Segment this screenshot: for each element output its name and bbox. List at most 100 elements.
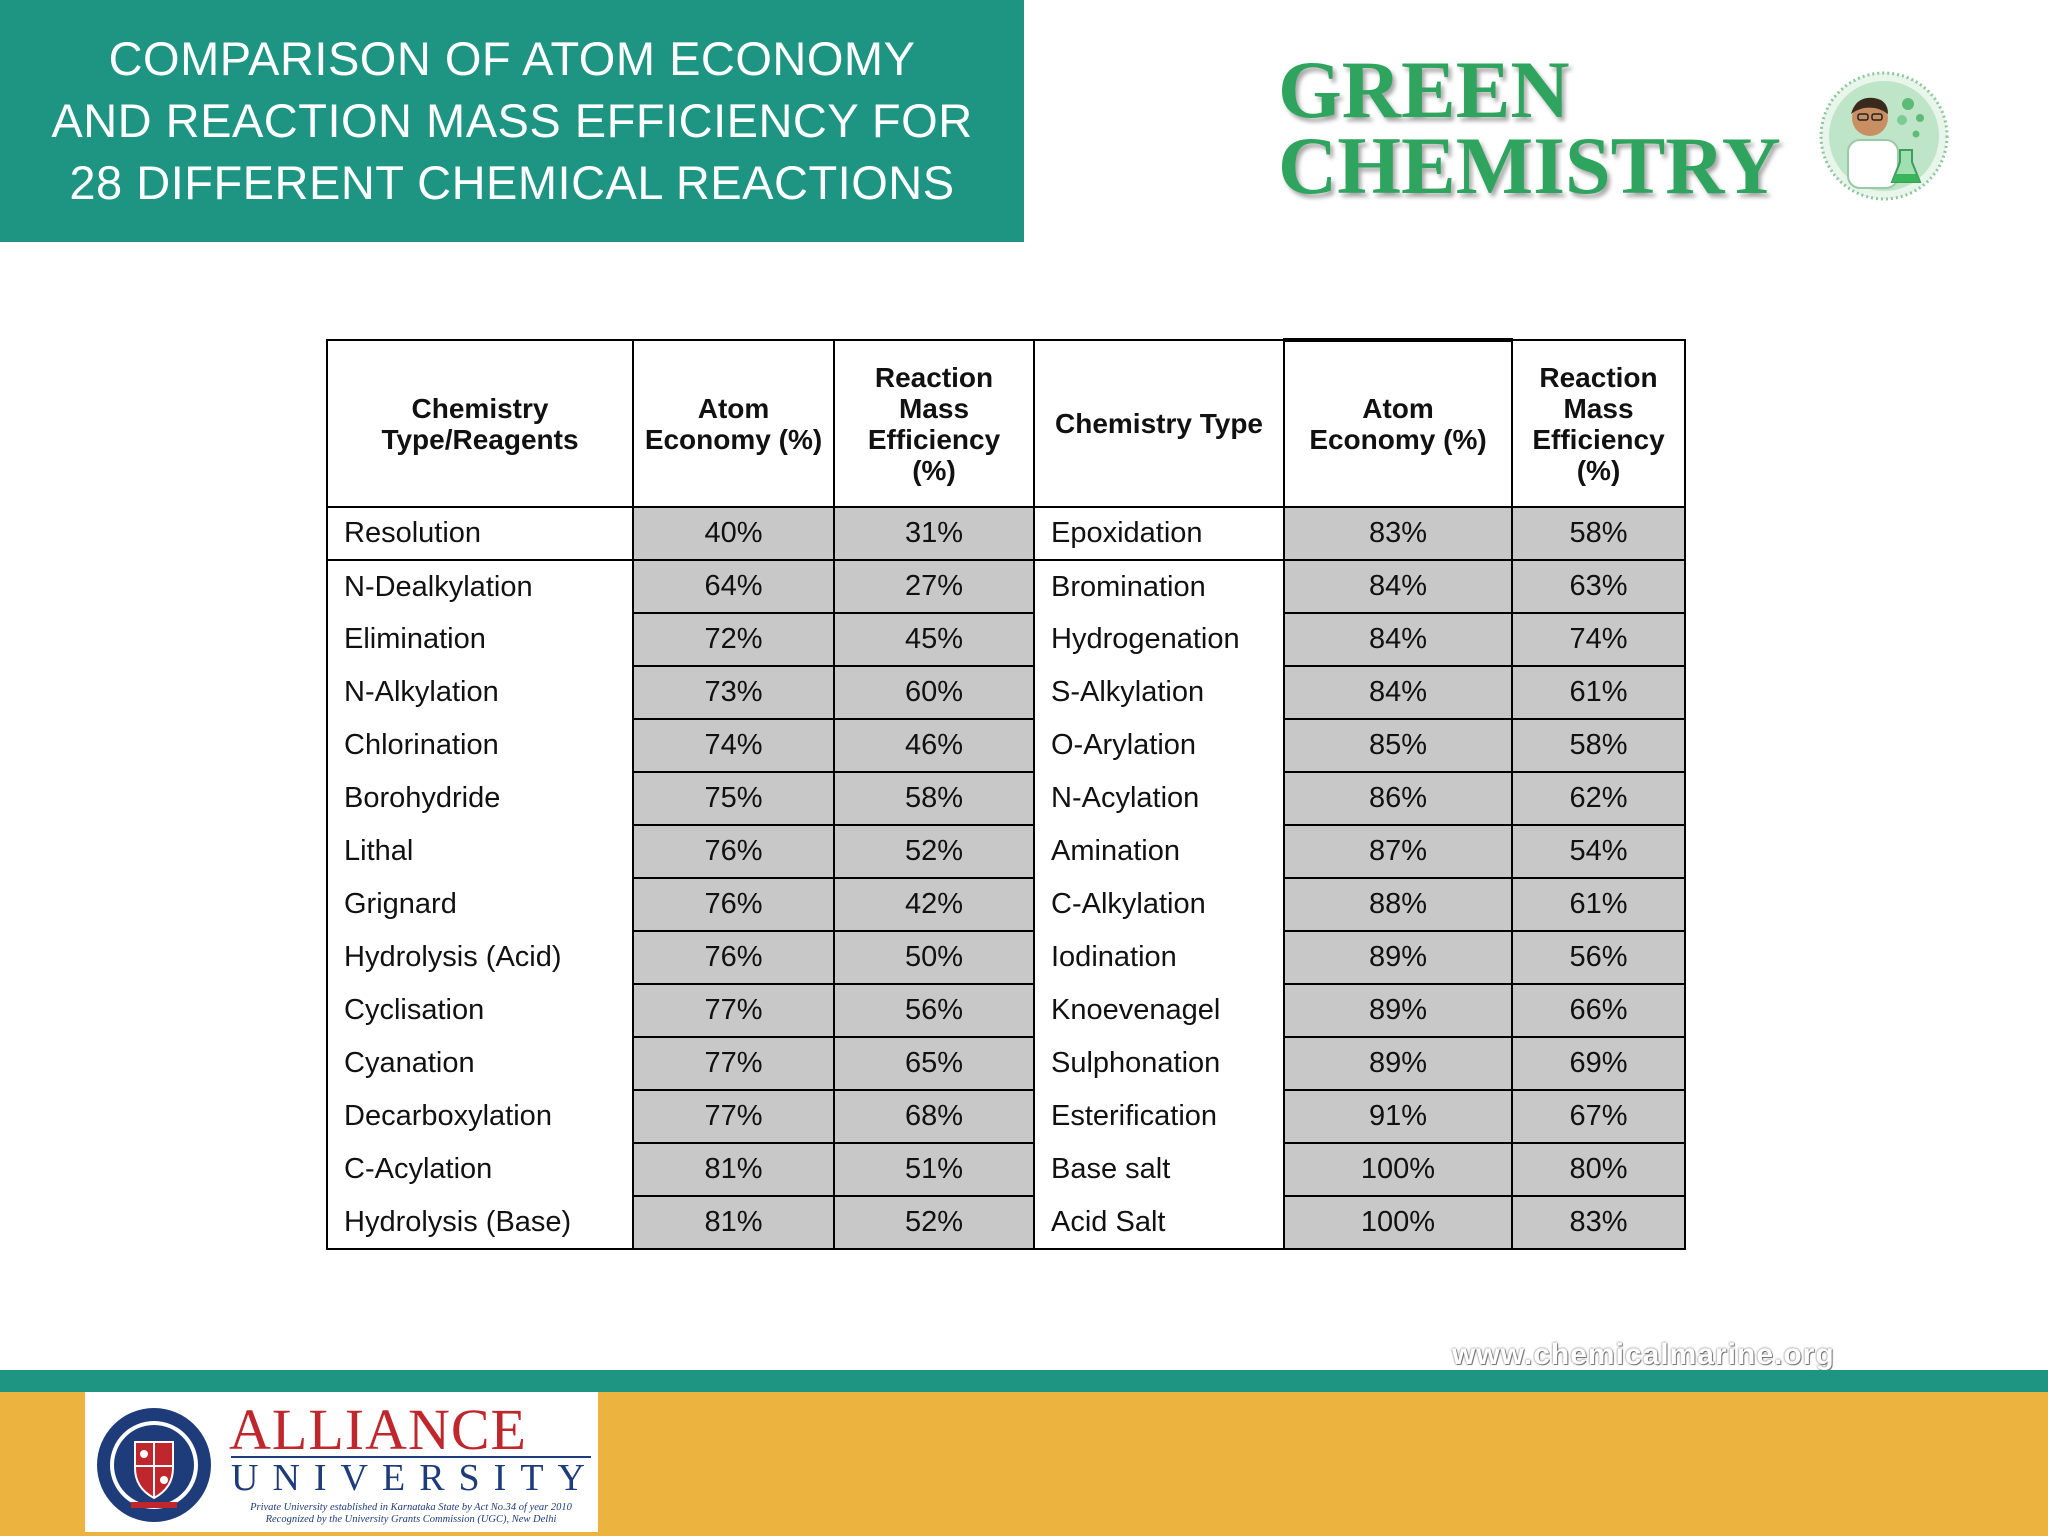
cell-reaction-mass-efficiency: 83% [1511, 1195, 1686, 1250]
cell-reaction-mass-efficiency: 60% [833, 665, 1035, 720]
cell-reaction-mass-efficiency: 31% [833, 506, 1035, 561]
chemist-mascot-icon [1819, 71, 1949, 201]
cell-reaction-name: Acid Salt [1033, 1196, 1285, 1250]
cell-reaction-mass-efficiency: 52% [833, 824, 1035, 879]
table-row: Lithal 76% 52% Amination 87% 54% [326, 824, 1686, 879]
cell-atom-economy: 64% [632, 559, 835, 614]
cell-atom-economy: 84% [1283, 665, 1513, 720]
brand-line-2: CHEMISTRY [1278, 120, 1781, 211]
cell-reaction-name: S-Alkylation [1033, 666, 1285, 719]
cell-reaction-name: Base salt [1033, 1143, 1285, 1196]
cell-reaction-mass-efficiency: 45% [833, 612, 1035, 667]
cell-reaction-mass-efficiency: 51% [833, 1142, 1035, 1197]
cell-reaction-name: Amination [1033, 825, 1285, 878]
table-row: Hydrolysis (Base) 81% 52% Acid Salt 100% 83% [326, 1195, 1686, 1250]
cell-reaction-mass-efficiency: 27% [833, 559, 1035, 614]
cell-reaction-name: O-Arylation [1033, 719, 1285, 772]
cell-reaction-mass-efficiency: 61% [1511, 665, 1686, 720]
cell-reaction-mass-efficiency: 46% [833, 718, 1035, 773]
cell-reaction-mass-efficiency: 80% [1511, 1142, 1686, 1197]
cell-reaction-name: Knoevenagel [1033, 984, 1285, 1037]
cell-atom-economy: 84% [1283, 559, 1513, 614]
cell-reaction-mass-efficiency: 58% [1511, 718, 1686, 773]
table-row: N-Alkylation 73% 60% S-Alkylation 84% 61% [326, 665, 1686, 720]
cell-reaction-name: Resolution [326, 507, 634, 561]
green-chemistry-wordmark: GREEN CHEMISTRY [1278, 49, 1798, 211]
table-row: Elimination 72% 45% Hydrogenation 84% 74% [326, 612, 1686, 667]
cell-reaction-mass-efficiency: 68% [833, 1089, 1035, 1144]
cell-atom-economy: 77% [632, 1089, 835, 1144]
cell-atom-economy: 81% [632, 1195, 835, 1250]
cell-reaction-name: Sulphonation [1033, 1037, 1285, 1090]
cell-atom-economy: 77% [632, 983, 835, 1038]
title-banner: COMPARISON OF ATOM ECONOMY AND REACTION … [0, 0, 1024, 242]
cell-reaction-name: Hydrolysis (Acid) [326, 931, 634, 984]
cell-reaction-name: C-Acylation [326, 1143, 634, 1196]
cell-atom-economy: 73% [632, 665, 835, 720]
cell-atom-economy: 89% [1283, 1036, 1513, 1091]
table-row: Hydrolysis (Acid) 76% 50% Iodination 89% 56% [326, 930, 1686, 985]
cell-atom-economy: 89% [1283, 930, 1513, 985]
cell-atom-economy: 88% [1283, 877, 1513, 932]
cell-atom-economy: 76% [632, 824, 835, 879]
cell-reaction-name: N-Acylation [1033, 772, 1285, 825]
table-header-row: Chemistry Type/Reagents Atom Economy (%)… [326, 338, 1686, 508]
cell-atom-economy: 83% [1283, 506, 1513, 561]
logo-tagline-1: Private University established in Karnat… [250, 1502, 572, 1513]
cell-atom-economy: 40% [632, 506, 835, 561]
cell-reaction-name: Hydrogenation [1033, 613, 1285, 666]
cell-reaction-mass-efficiency: 69% [1511, 1036, 1686, 1091]
cell-reaction-mass-efficiency: 58% [833, 771, 1035, 826]
cell-reaction-mass-efficiency: 50% [833, 930, 1035, 985]
cell-reaction-name: Esterification [1033, 1090, 1285, 1143]
cell-reaction-name: Bromination [1033, 560, 1285, 613]
cell-reaction-name: Elimination [326, 613, 634, 666]
alliance-university-logo: ALLIANCE UNIVERSITY Private University e… [85, 1392, 598, 1532]
cell-reaction-mass-efficiency: 42% [833, 877, 1035, 932]
col-header-rme-left: Reaction Mass Efficiency (%) [833, 339, 1035, 508]
logo-divider [231, 1456, 591, 1458]
cell-reaction-mass-efficiency: 74% [1511, 612, 1686, 667]
cell-atom-economy: 84% [1283, 612, 1513, 667]
cell-reaction-name: Chlorination [326, 719, 634, 772]
col-header-chemistry-type: Chemistry Type [1033, 339, 1285, 508]
cell-reaction-name: C-Alkylation [1033, 878, 1285, 931]
cell-reaction-name: Grignard [326, 878, 634, 931]
cell-reaction-name: N-Dealkylation [326, 560, 634, 613]
cell-atom-economy: 100% [1283, 1195, 1513, 1250]
cell-reaction-mass-efficiency: 58% [1511, 506, 1686, 561]
cell-atom-economy: 74% [632, 718, 835, 773]
cell-reaction-mass-efficiency: 67% [1511, 1089, 1686, 1144]
cell-reaction-name: N-Alkylation [326, 666, 634, 719]
slide-title: COMPARISON OF ATOM ECONOMY AND REACTION … [51, 32, 973, 209]
cell-reaction-mass-efficiency: 66% [1511, 983, 1686, 1038]
cell-atom-economy: 91% [1283, 1089, 1513, 1144]
cell-atom-economy: 86% [1283, 771, 1513, 826]
footer-teal-band [0, 1370, 2048, 1392]
cell-atom-economy: 72% [632, 612, 835, 667]
table-row: Cyanation 77% 65% Sulphonation 89% 69% [326, 1036, 1686, 1091]
university-emblem-icon [97, 1408, 211, 1522]
logo-subtitle: UNIVERSITY [231, 1457, 599, 1499]
cell-reaction-name: Epoxidation [1033, 507, 1285, 561]
cell-atom-economy: 76% [632, 877, 835, 932]
cell-reaction-mass-efficiency: 54% [1511, 824, 1686, 879]
table-row: Cyclisation 77% 56% Knoevenagel 89% 66% [326, 983, 1686, 1038]
cell-reaction-mass-efficiency: 56% [833, 983, 1035, 1038]
cell-atom-economy: 89% [1283, 983, 1513, 1038]
cell-reaction-mass-efficiency: 62% [1511, 771, 1686, 826]
logo-name: ALLIANCE [229, 1397, 527, 1462]
table-row: Decarboxylation 77% 68% Esterification 91% 67… [326, 1089, 1686, 1144]
cell-atom-economy: 87% [1283, 824, 1513, 879]
logo-tagline-2: Recognized by the University Grants Comm… [265, 1514, 557, 1525]
col-header-atom-economy-right: Atom Economy (%) [1283, 338, 1513, 508]
cell-reaction-mass-efficiency: 52% [833, 1195, 1035, 1250]
table-row: N-Dealkylation 64% 27% Bromination 84% 63% [326, 559, 1686, 614]
website-watermark: www.chemicalmarine.org [1452, 1338, 1835, 1371]
cell-atom-economy: 81% [632, 1142, 835, 1197]
cell-reaction-mass-efficiency: 63% [1511, 559, 1686, 614]
col-header-chemistry-type-reagents: Chemistry Type/Reagents [326, 339, 634, 508]
cell-atom-economy: 100% [1283, 1142, 1513, 1197]
cell-reaction-name: Cyanation [326, 1037, 634, 1090]
table-row: Grignard 76% 42% C-Alkylation 88% 61% [326, 877, 1686, 932]
